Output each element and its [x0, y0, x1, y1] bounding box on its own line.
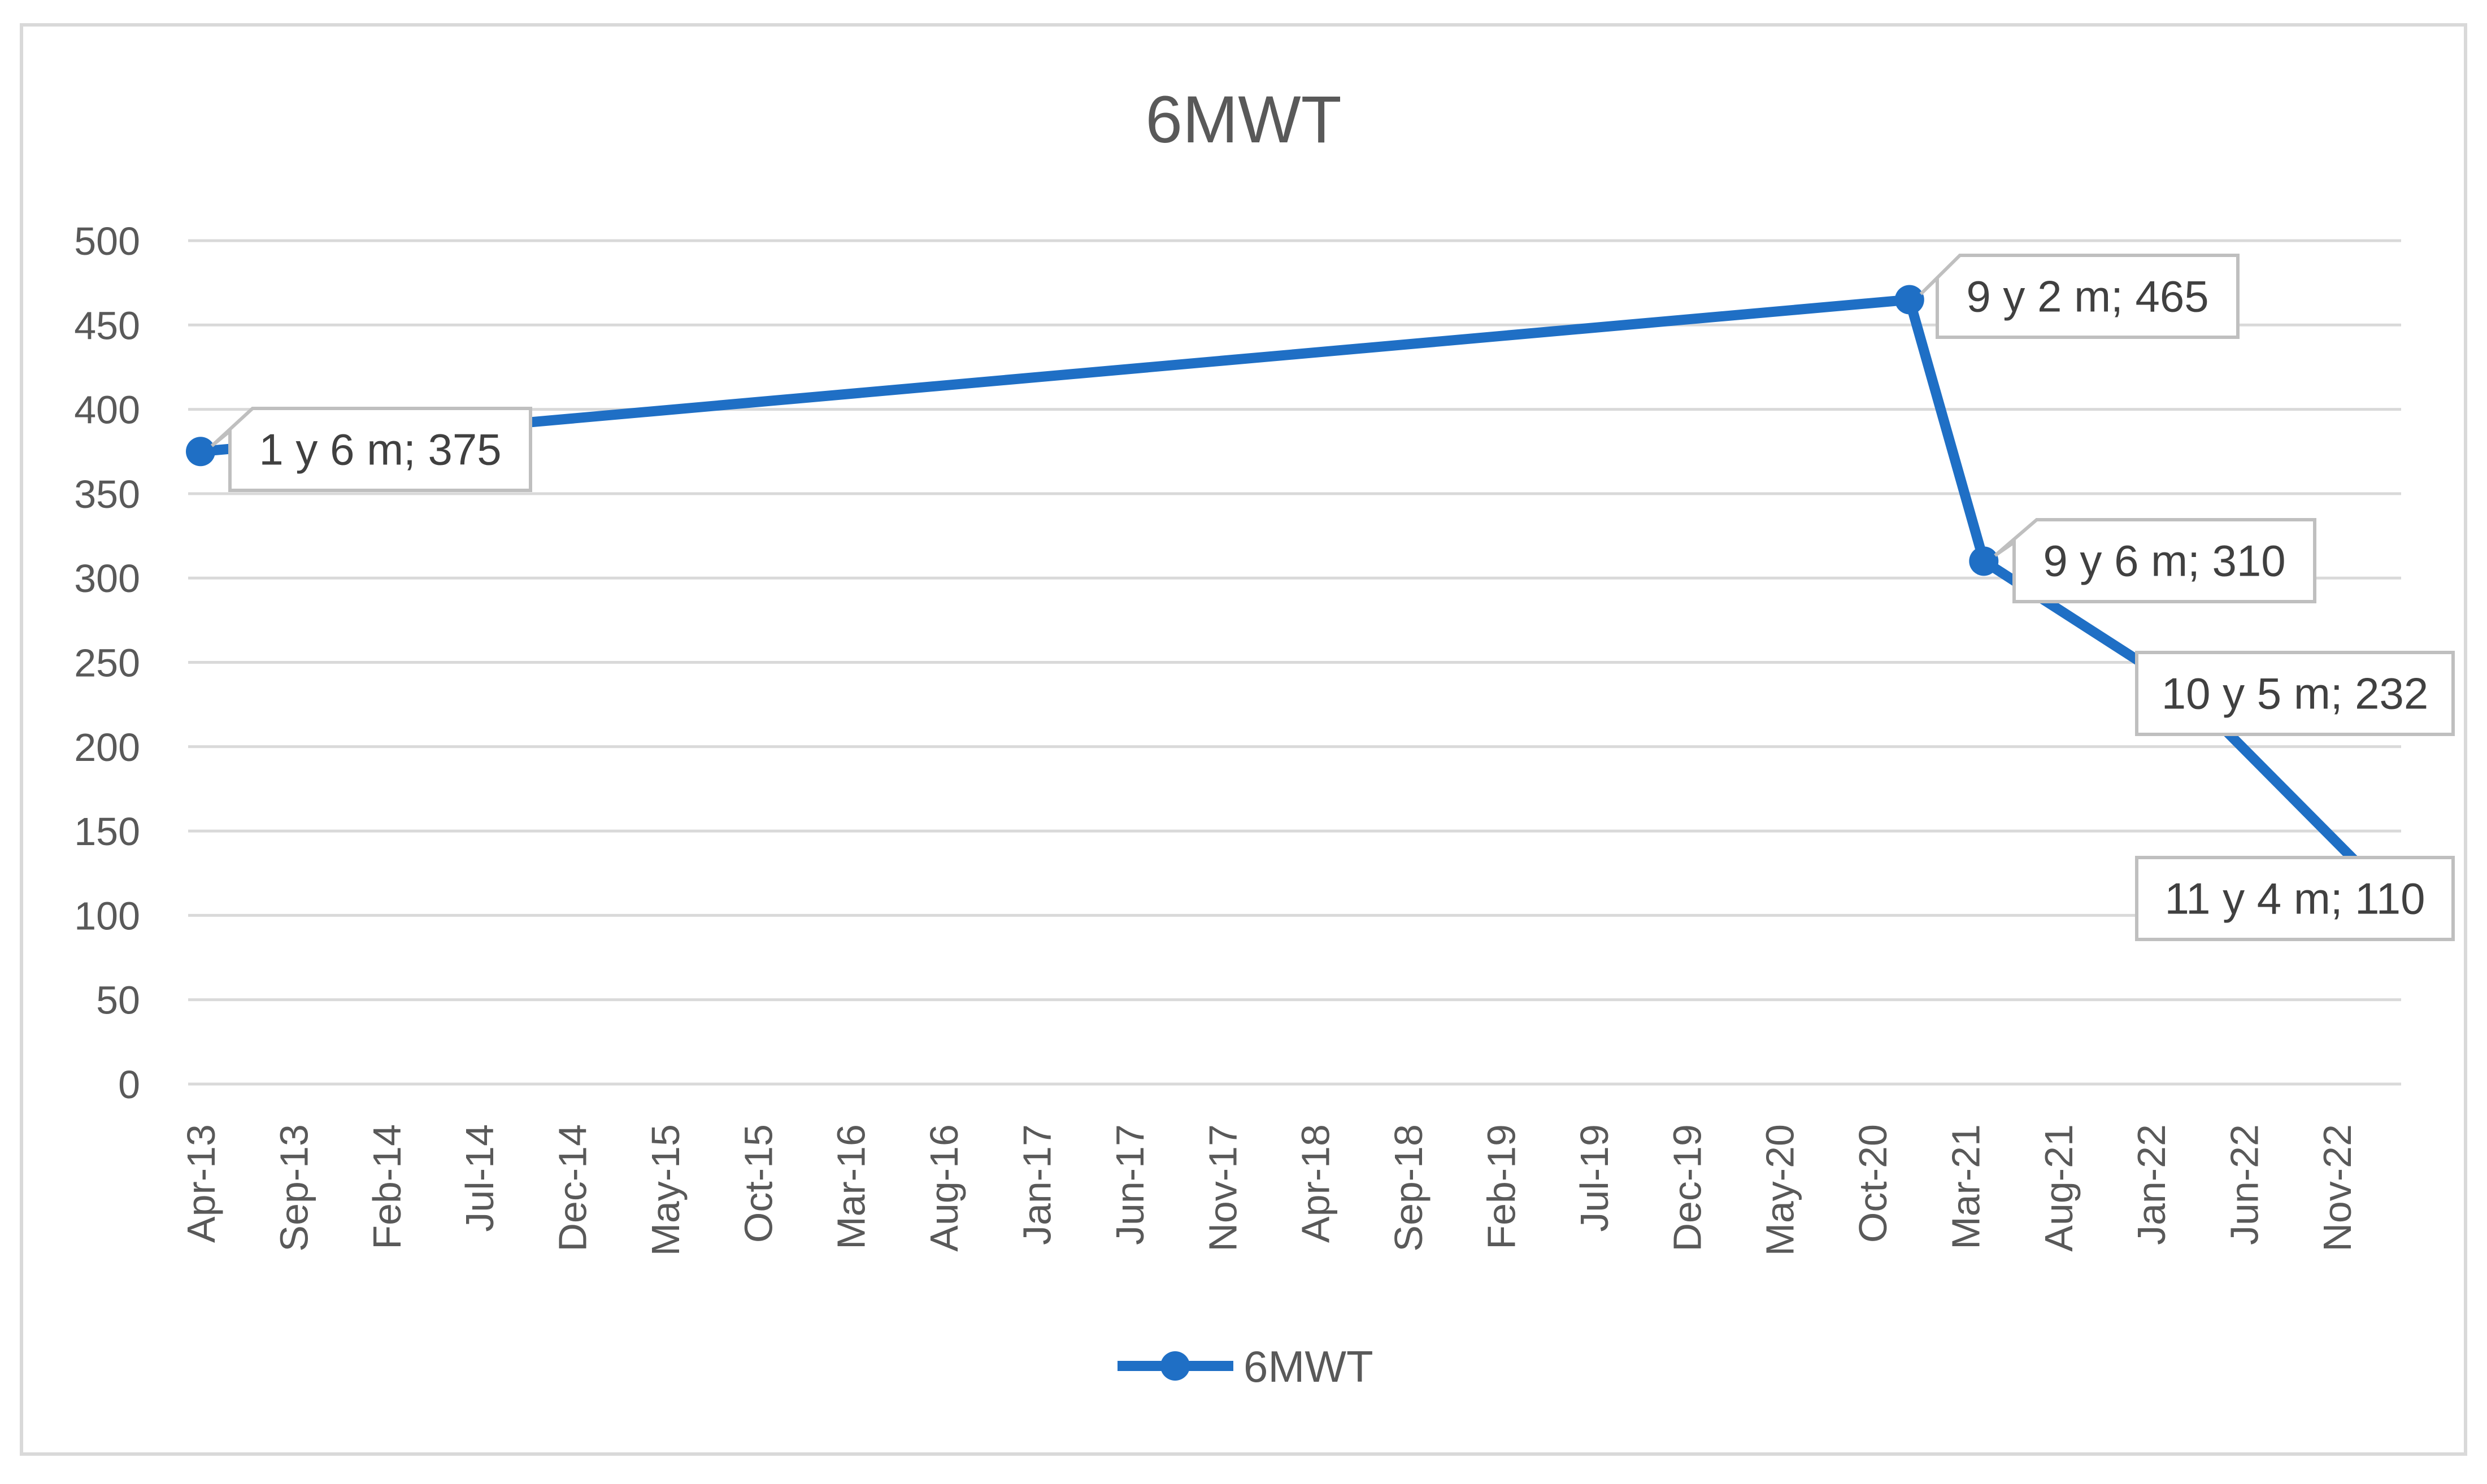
x-tick-label: Nov-22 [2315, 1124, 2359, 1252]
x-tick-label: Mar-21 [1943, 1124, 1988, 1250]
x-tick-label: Dec-19 [1665, 1124, 1709, 1252]
chart-title: 6MWT [1145, 82, 1341, 157]
x-tick-label: Feb-14 [365, 1124, 409, 1250]
x-axis: Apr-13 Sep-13 Feb-14 Jul-14 Dec-14 May-15 Oct-… [179, 1082, 2401, 1256]
data-label-text: 10 y 5 m; 232 [2162, 669, 2429, 719]
legend-marker [1160, 1351, 1190, 1381]
x-tick-label: Jun-22 [2223, 1124, 2267, 1245]
callout-box [2135, 856, 2455, 941]
x-tick-label: Dec-14 [551, 1124, 595, 1252]
x-tick-label: Jan-22 [2129, 1124, 2173, 1245]
x-tick-label: Jan-17 [1015, 1124, 1059, 1245]
legend-label: 6MWT [1244, 1342, 1373, 1391]
callout-box [2135, 651, 2455, 736]
data-label-text: 9 y 6 m; 310 [2043, 536, 2285, 586]
legend: 6MWT [1118, 1342, 1373, 1391]
x-tick-label: Sep-13 [272, 1124, 316, 1252]
y-tick-label: 400 [74, 388, 140, 432]
callout-box [210, 407, 532, 492]
x-tick-label: Oct-20 [1851, 1124, 1895, 1243]
data-label-text: 1 y 6 m; 375 [259, 425, 501, 475]
data-labels: 1 y 6 m; 375 9 y 2 m; 465 9 y 6 m; 310 10 y… [210, 254, 2455, 941]
x-tick-label: Mar-16 [829, 1124, 873, 1250]
y-tick-label: 50 [96, 978, 140, 1022]
y-tick-label: 150 [74, 810, 140, 854]
x-tick-label: Aug-21 [2037, 1124, 2081, 1252]
data-label-callout: 1 y 6 m; 375 [210, 407, 532, 492]
x-tick-label: Apr-13 [179, 1124, 223, 1243]
y-axis: 0 50 100 150 200 250 300 350 400 450 500 [74, 219, 140, 1107]
y-tick-label: 350 [74, 472, 140, 516]
y-tick-label: 300 [74, 556, 140, 600]
x-tick-label: Oct-15 [736, 1124, 780, 1243]
callout-box [1919, 254, 2240, 339]
x-tick-label: Nov-17 [1201, 1124, 1245, 1252]
data-label-callout: 11 y 4 m; 110 [2135, 856, 2455, 941]
y-tick-label: 0 [118, 1063, 140, 1107]
x-tick-label: Sep-18 [1386, 1124, 1431, 1252]
data-point [186, 437, 215, 467]
x-tick-label: Jun-17 [1108, 1124, 1152, 1245]
series-layer [186, 285, 2397, 902]
data-label-callout: 10 y 5 m; 232 [2135, 651, 2455, 736]
y-tick-label: 500 [74, 219, 140, 263]
y-tick-label: 200 [74, 725, 140, 769]
x-tick-label: Aug-16 [922, 1124, 966, 1252]
data-point [1969, 546, 1999, 576]
y-tick-label: 450 [74, 303, 140, 347]
data-point [1894, 285, 1924, 315]
data-label-callout: 9 y 6 m; 310 [1994, 518, 2316, 603]
x-tick-label: Jul-19 [1572, 1124, 1616, 1232]
data-label-callout: 9 y 2 m; 465 [1919, 254, 2240, 339]
x-tick-label: May-20 [1758, 1124, 1802, 1256]
data-label-text: 9 y 2 m; 465 [1966, 272, 2208, 321]
callout-box [1994, 518, 2316, 603]
x-tick-label: Feb-19 [1479, 1124, 1523, 1250]
x-tick-label: May-15 [644, 1124, 688, 1256]
data-label-text: 11 y 4 m; 110 [2164, 874, 2425, 924]
y-tick-label: 250 [74, 641, 140, 685]
x-tick-label: Apr-18 [1294, 1124, 1338, 1243]
y-tick-label: 100 [74, 894, 140, 938]
x-tick-label: Jul-14 [458, 1124, 502, 1232]
